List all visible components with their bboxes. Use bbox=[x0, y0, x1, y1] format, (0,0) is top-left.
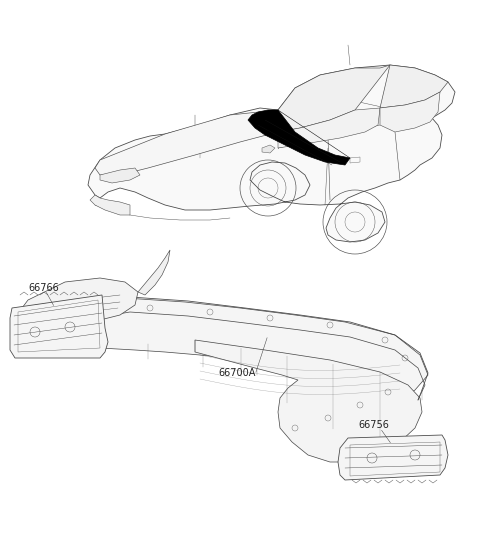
Polygon shape bbox=[138, 250, 170, 295]
Polygon shape bbox=[22, 278, 138, 325]
Polygon shape bbox=[380, 92, 440, 132]
Text: 66700A: 66700A bbox=[218, 368, 255, 378]
Polygon shape bbox=[88, 65, 455, 242]
Polygon shape bbox=[95, 110, 278, 175]
Polygon shape bbox=[262, 145, 275, 153]
Polygon shape bbox=[278, 108, 380, 148]
Polygon shape bbox=[380, 65, 448, 108]
Polygon shape bbox=[100, 168, 140, 183]
Polygon shape bbox=[195, 340, 422, 462]
Polygon shape bbox=[90, 195, 130, 215]
Polygon shape bbox=[10, 295, 108, 358]
Polygon shape bbox=[40, 298, 428, 400]
Text: 66766: 66766 bbox=[28, 283, 59, 293]
Text: 66756: 66756 bbox=[358, 420, 389, 430]
Polygon shape bbox=[278, 65, 390, 132]
Polygon shape bbox=[248, 110, 350, 165]
Polygon shape bbox=[338, 435, 448, 480]
